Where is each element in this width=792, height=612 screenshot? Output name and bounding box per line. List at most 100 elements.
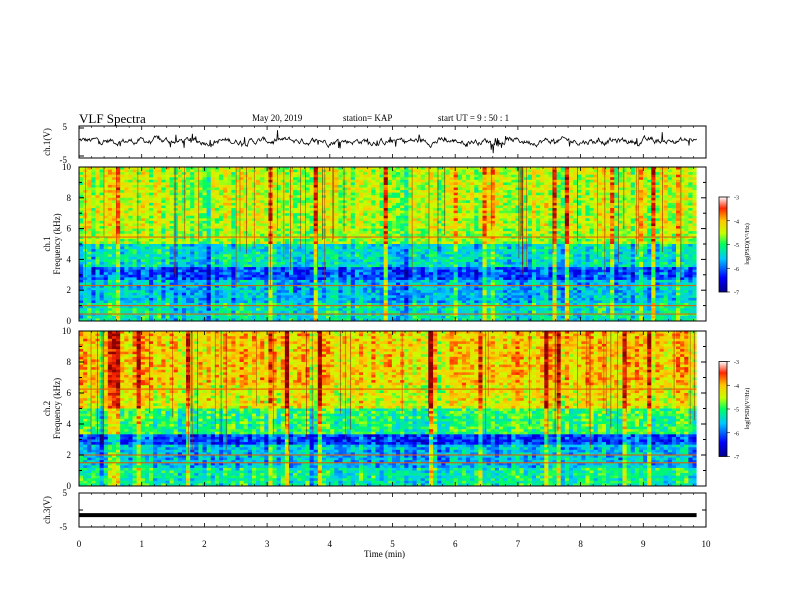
ch1-spectrogram-cell bbox=[99, 228, 105, 232]
ch1-spectrogram-cell bbox=[367, 233, 372, 237]
ch1-spectrogram-cell bbox=[223, 169, 228, 173]
ch1-spectrogram-cell bbox=[177, 205, 183, 209]
ch1-spectrogram-cell bbox=[91, 241, 96, 245]
ch1-spectrogram-cell bbox=[165, 241, 170, 245]
ch1-spectrogram-cell bbox=[614, 192, 619, 196]
ch1-spectrogram-cell bbox=[210, 177, 216, 181]
ch1-spectrogram-cell bbox=[647, 241, 652, 245]
ch1-spectrogram-cell bbox=[667, 195, 673, 199]
ch1-spectrogram-cell bbox=[272, 233, 278, 237]
ch1-spectrogram-cell bbox=[214, 226, 220, 229]
ch1-spectrogram-cell bbox=[342, 192, 348, 196]
ch1-spectrogram-cell bbox=[659, 184, 665, 188]
ch1-spectrogram-cell bbox=[416, 169, 422, 173]
ch1-spectrogram-cell bbox=[223, 167, 228, 170]
ch1-spectrogram-cell bbox=[511, 202, 516, 206]
ch1-spectrogram-cell bbox=[614, 210, 619, 214]
ch1-spectrogram-cell bbox=[367, 177, 372, 181]
ch1-spectrogram-cell bbox=[560, 223, 566, 227]
ch1-spectrogram-cell bbox=[461, 246, 467, 250]
ch1-spectrogram-cell bbox=[239, 195, 245, 199]
ch1-spectrogram-cell bbox=[527, 169, 533, 173]
ch1-spectrogram-cell bbox=[223, 208, 228, 212]
ch1-spectrogram-cell bbox=[342, 238, 348, 242]
ch1-spectrogram-cell bbox=[420, 218, 426, 222]
ch1-spectrogram-cell bbox=[638, 231, 644, 235]
ch1-spectrogram-cell bbox=[107, 213, 113, 217]
ch1-spectrogram-cell bbox=[490, 226, 496, 229]
ch1-spectrogram-cell bbox=[235, 172, 240, 176]
ch1-spectrogram-cell bbox=[235, 195, 240, 199]
ch1-spectrogram-cell bbox=[544, 177, 549, 181]
ch1-spectrogram-cell bbox=[99, 177, 105, 181]
ch1-spectrogram-cell bbox=[218, 213, 224, 217]
ch1-spectrogram-cell bbox=[350, 195, 356, 199]
ch1-spectrogram-cell bbox=[478, 179, 483, 183]
ch1-spectrogram-cell bbox=[136, 197, 142, 201]
ch1-spectrogram-cell bbox=[326, 172, 331, 176]
ch1-spectrogram-cell bbox=[313, 215, 319, 219]
ch1-spectrogram-cell bbox=[692, 236, 697, 240]
ch1-spectrogram-cell bbox=[313, 179, 319, 183]
ch1-spectrogram-cell bbox=[177, 215, 183, 219]
ch1-spectrogram-cell bbox=[346, 231, 352, 235]
ch1-spectrogram-cell bbox=[486, 215, 492, 219]
ch1-spectrogram-cell bbox=[478, 190, 483, 194]
ch1-spectrogram-cell bbox=[276, 215, 282, 219]
ch1-spectrogram-cell bbox=[437, 244, 442, 247]
ch1-spectrogram-cell bbox=[124, 215, 129, 219]
ch1-spectrogram-cell bbox=[301, 244, 306, 247]
ch1-spectrogram-cell bbox=[330, 202, 335, 206]
ch1-spectrogram-cell bbox=[317, 172, 323, 176]
ch1-spectrogram-cell bbox=[655, 218, 660, 222]
ch1-spectrogram-cell bbox=[284, 190, 290, 194]
ch1-spectrogram-cell bbox=[87, 213, 92, 217]
ch1-spectrogram-cell bbox=[305, 215, 310, 219]
ch1-spectrogram-cell bbox=[593, 226, 599, 229]
ch1-spectrogram-cell bbox=[305, 208, 310, 212]
ch1-spectrogram-cell bbox=[132, 213, 138, 217]
ch1-spectrogram-cell bbox=[186, 233, 191, 237]
ch1-spectrogram-cell bbox=[136, 238, 142, 242]
ch1-spectrogram-cell bbox=[276, 190, 282, 194]
ch1-spectrogram-cell bbox=[400, 241, 405, 245]
ch1-spectrogram-cell bbox=[589, 184, 595, 188]
ch1-spectrogram-cell bbox=[231, 174, 236, 178]
ch1-spectrogram-cell bbox=[305, 244, 310, 247]
ch1-spectrogram-cell bbox=[227, 184, 232, 188]
ch1-spectrogram-cell bbox=[433, 179, 438, 183]
ch1-spectrogram-cell bbox=[622, 167, 627, 170]
ch1-spectrogram-cell bbox=[461, 238, 467, 242]
ch1-spectrogram-cell bbox=[470, 182, 475, 186]
ch1-spectrogram-cell bbox=[375, 179, 380, 183]
ch1-spectrogram-cell bbox=[288, 184, 294, 188]
ch1-spectrogram-cell bbox=[408, 184, 413, 188]
ch1-spectrogram-cell bbox=[280, 167, 286, 170]
ch1-spectrogram-cell bbox=[132, 169, 138, 173]
ch1-spectrogram-cell bbox=[190, 182, 195, 186]
ch1-spectrogram-cell bbox=[659, 246, 665, 250]
ch1-spectrogram-cell bbox=[461, 228, 467, 232]
ch1-spectrogram-cell bbox=[124, 231, 129, 235]
ch1-spectrogram-cell bbox=[408, 192, 413, 196]
ch1-spectrogram-cell bbox=[552, 208, 558, 212]
ch1-spectrogram-cell bbox=[202, 246, 208, 250]
ch1-spectrogram-cell bbox=[412, 182, 418, 186]
ch1-spectrogram-cell bbox=[531, 228, 537, 232]
ch1-spectrogram-cell bbox=[523, 238, 529, 242]
ch1-spectrogram-cell bbox=[148, 177, 154, 181]
ch1-spectrogram-cell bbox=[655, 213, 660, 217]
ch1-spectrogram-cell bbox=[412, 208, 418, 212]
ch1-spectrogram-cell bbox=[622, 187, 627, 191]
ch1-spectrogram-cell bbox=[453, 192, 459, 196]
ch1-spectrogram-cell bbox=[589, 195, 595, 199]
ch1-spectrogram-cell bbox=[614, 215, 619, 219]
ch1-spectrogram-cell bbox=[309, 190, 315, 194]
ch1-spectrogram-cell bbox=[363, 202, 368, 206]
ch1-spectrogram-cell bbox=[358, 177, 364, 181]
ch1-spectrogram-cell bbox=[692, 179, 697, 183]
ch1-spectrogram-cell bbox=[564, 226, 570, 229]
ch1-spectrogram-cell bbox=[326, 208, 331, 212]
ch1-spectrogram-cell bbox=[507, 241, 512, 245]
ch1-spectrogram-cell bbox=[688, 182, 693, 186]
